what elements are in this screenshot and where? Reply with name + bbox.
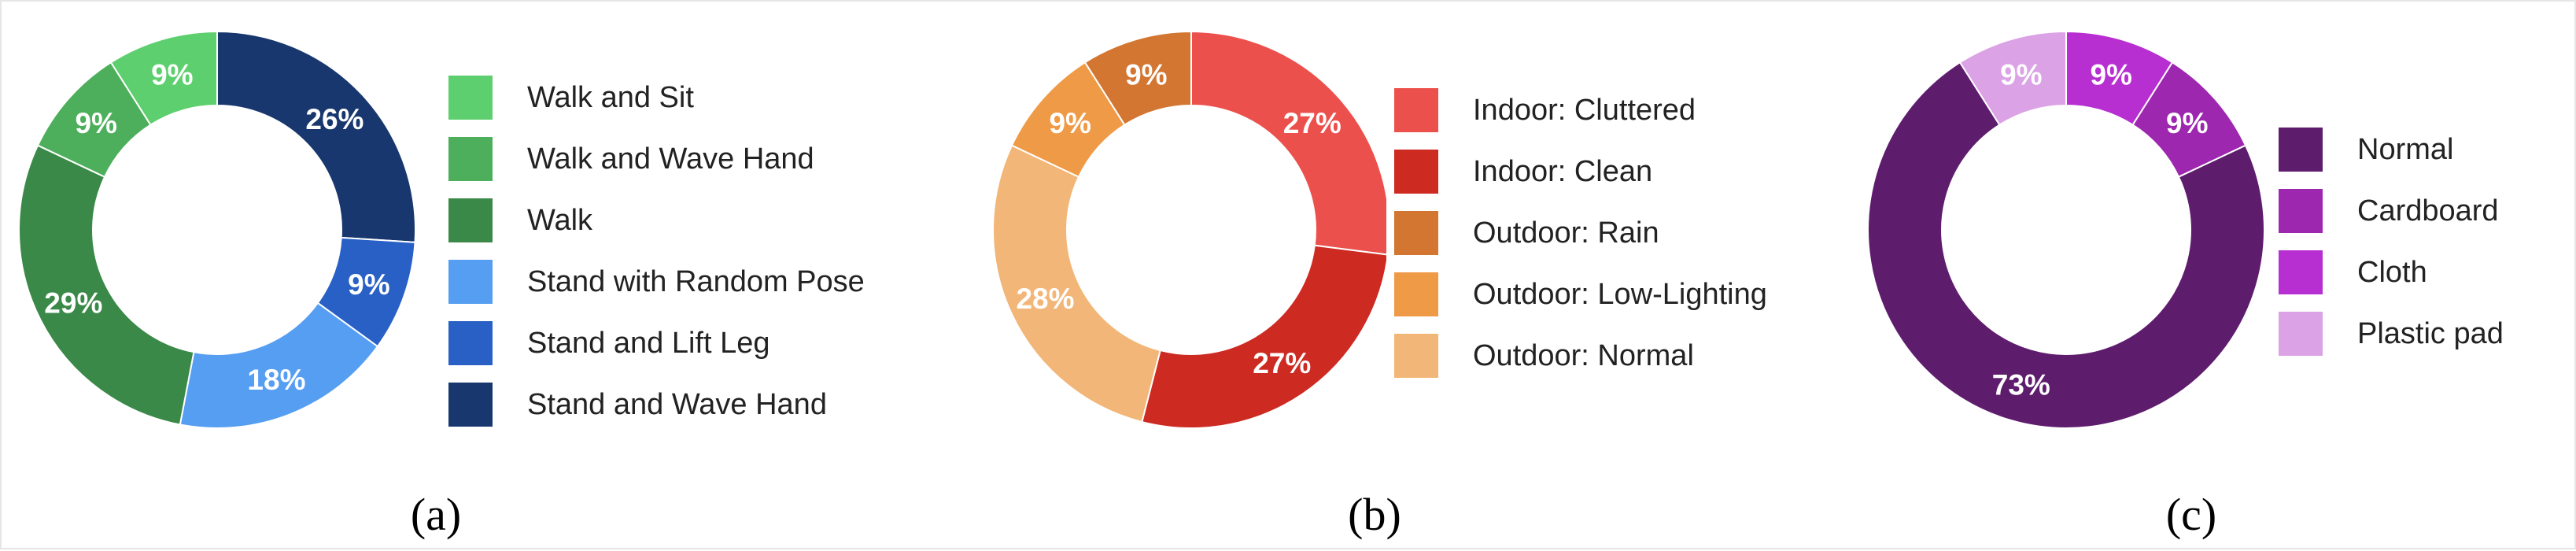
slice-walk-and-sit	[109, 30, 218, 126]
slice-percent-label: 26%	[305, 103, 364, 135]
legend-swatch	[448, 137, 493, 181]
legend-label: Outdoor: Rain	[1473, 216, 1659, 250]
slice-indoor-cluttered	[1190, 30, 1386, 256]
legend-label: Stand and Lift Leg	[527, 327, 770, 360]
legend-label: Walk and Wave Hand	[527, 142, 814, 176]
panel-a: 26% 9% 18% 29% 9% 9% Walk and Sit Walk and Wav…	[2, 2, 899, 551]
legend-swatch	[448, 321, 493, 365]
slice-indoor-clean	[1141, 244, 1386, 429]
slice-outdoor-normal	[992, 144, 1161, 423]
donut-chart-a: 26% 9% 18% 29% 9% 9%	[18, 30, 416, 429]
legend-label: Plastic pad	[2357, 317, 2504, 350]
slice-percent-label: 9%	[2090, 59, 2131, 91]
legend-swatch	[2279, 189, 2323, 233]
slice-stand-and-wave-hand	[216, 30, 416, 243]
legend-label: Indoor: Clean	[1473, 155, 1653, 188]
caption-c: (c)	[2165, 489, 2217, 540]
slice-walk	[18, 144, 195, 426]
legend-label: Cardboard	[2357, 194, 2499, 227]
legend-label: Walk and Sit	[527, 81, 694, 114]
legend-swatch	[1394, 211, 1438, 255]
legend-swatch	[2279, 250, 2323, 294]
legend-label: Cloth	[2357, 256, 2427, 289]
slice-percent-label: 18%	[247, 364, 305, 396]
slice-percent-label: 28%	[1016, 283, 1074, 315]
panel-c: 9% 9% 73% 9% Normal Cardboard Cloth Plastic pa…	[1811, 2, 2576, 551]
slice-normal	[1867, 61, 2265, 429]
legend-swatch	[448, 260, 493, 304]
slice-percent-label: 29%	[44, 287, 102, 320]
legend-swatch	[1394, 150, 1438, 194]
slice-percent-label: 9%	[1125, 59, 1167, 91]
slice-percent-label: 27%	[1283, 107, 1342, 139]
slice-outdoor-rain	[1083, 30, 1192, 126]
slice-percent-label: 27%	[1253, 347, 1311, 379]
legend-swatch	[448, 198, 493, 242]
legend-label: Walk	[527, 204, 593, 237]
legend-swatch	[2279, 128, 2323, 172]
legend-label: Outdoor: Low-Lighting	[1473, 278, 1767, 311]
legend-label: Indoor: Cluttered	[1473, 94, 1696, 127]
legend-swatch	[2279, 312, 2323, 356]
slice-percent-label: 9%	[2000, 59, 2042, 91]
slice-plastic-pad	[1958, 30, 2067, 126]
legend-swatch	[448, 383, 493, 427]
donut-chart-b: 27% 27% 28% 9% 9%	[992, 30, 1386, 429]
panel-b: 27% 27% 28% 9% 9% Indoor: Cluttered Indoor: C…	[946, 2, 1811, 551]
legend-swatch	[1394, 272, 1438, 316]
legend-label: Normal	[2357, 133, 2454, 166]
donut-chart-c: 9% 9% 73% 9%	[1867, 30, 2265, 429]
slice-percent-label: 9%	[2166, 107, 2208, 139]
slice-percent-label: 9%	[151, 59, 193, 91]
slice-percent-label: 9%	[1049, 107, 1091, 139]
caption-a: (a)	[410, 489, 462, 540]
legend-label: Stand and Wave Hand	[527, 388, 827, 421]
legend-swatch	[1394, 88, 1438, 132]
legend-label: Stand with Random Pose	[527, 265, 865, 298]
slice-percent-label: 9%	[75, 107, 116, 139]
legend-label: Outdoor: Normal	[1473, 339, 1694, 372]
slice-percent-label: 9%	[348, 268, 389, 301]
caption-b: (b)	[1348, 489, 1401, 540]
slice-percent-label: 73%	[1992, 368, 2050, 401]
legend-swatch	[448, 76, 493, 120]
legend-swatch	[1394, 334, 1438, 378]
